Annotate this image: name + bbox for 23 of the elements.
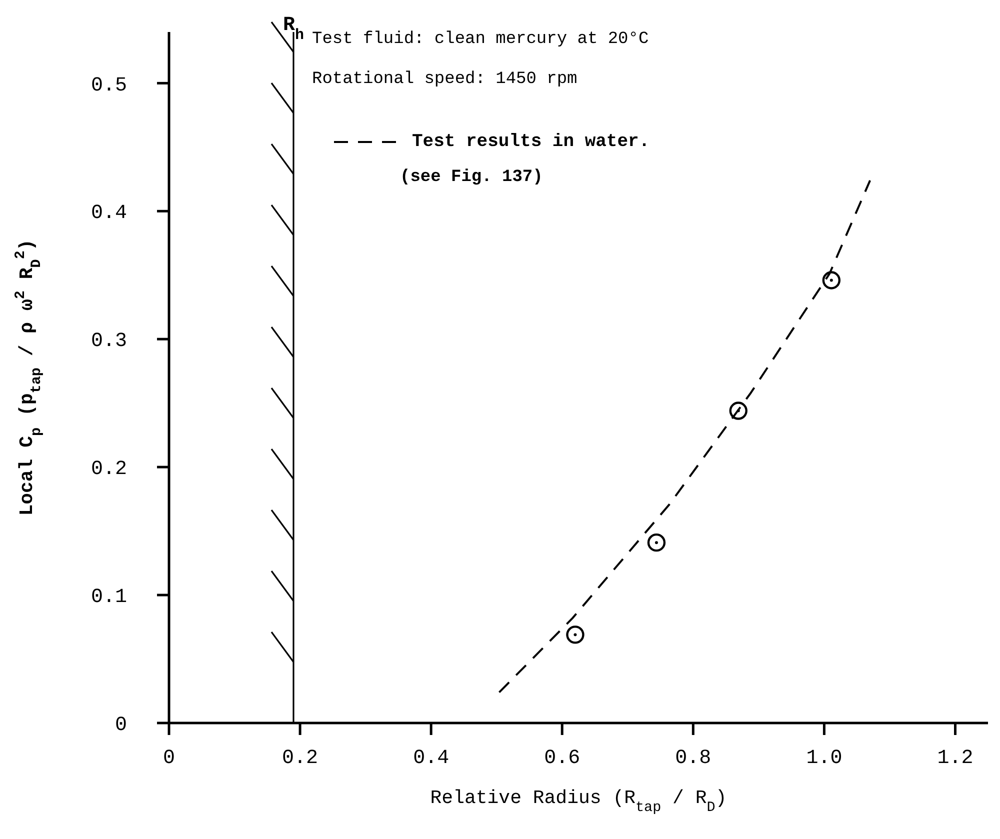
x-tick-label: 0.8: [675, 747, 712, 770]
y-tick-label: 0.2: [90, 458, 127, 482]
x-tick-label: 1.2: [937, 747, 974, 770]
annotation: Rotational speed: 1450 rpm: [312, 70, 578, 89]
x-tick-label: 0.6: [544, 747, 580, 770]
ref-line-label: R$_{h}$: [282, 14, 304, 44]
x-tick-label: 0.2: [282, 747, 318, 770]
point: [566, 626, 584, 644]
y-tick-label: 0.4: [90, 202, 127, 226]
point: [822, 271, 841, 290]
x-tick-label: 0.4: [413, 747, 450, 770]
point: [647, 533, 666, 552]
annotation: (see Fig. 137): [400, 168, 543, 187]
annotation: Test fluid: clean mercury at 20°C: [312, 30, 649, 49]
x-axis-title: Relative Radius (R$_{tap}$ / R$_{D}$): [430, 787, 727, 816]
y-tick-label: 0: [114, 714, 127, 738]
y-tick-label: 0.5: [90, 74, 127, 98]
y-tick-label: 0.1: [90, 586, 127, 610]
point: [729, 402, 748, 420]
x-tick-label: 0: [162, 747, 176, 770]
y-tick-label: 0.3: [90, 330, 127, 354]
legend-label: Test results in water.: [412, 132, 650, 152]
x-tick-label: 1.0: [806, 747, 842, 770]
